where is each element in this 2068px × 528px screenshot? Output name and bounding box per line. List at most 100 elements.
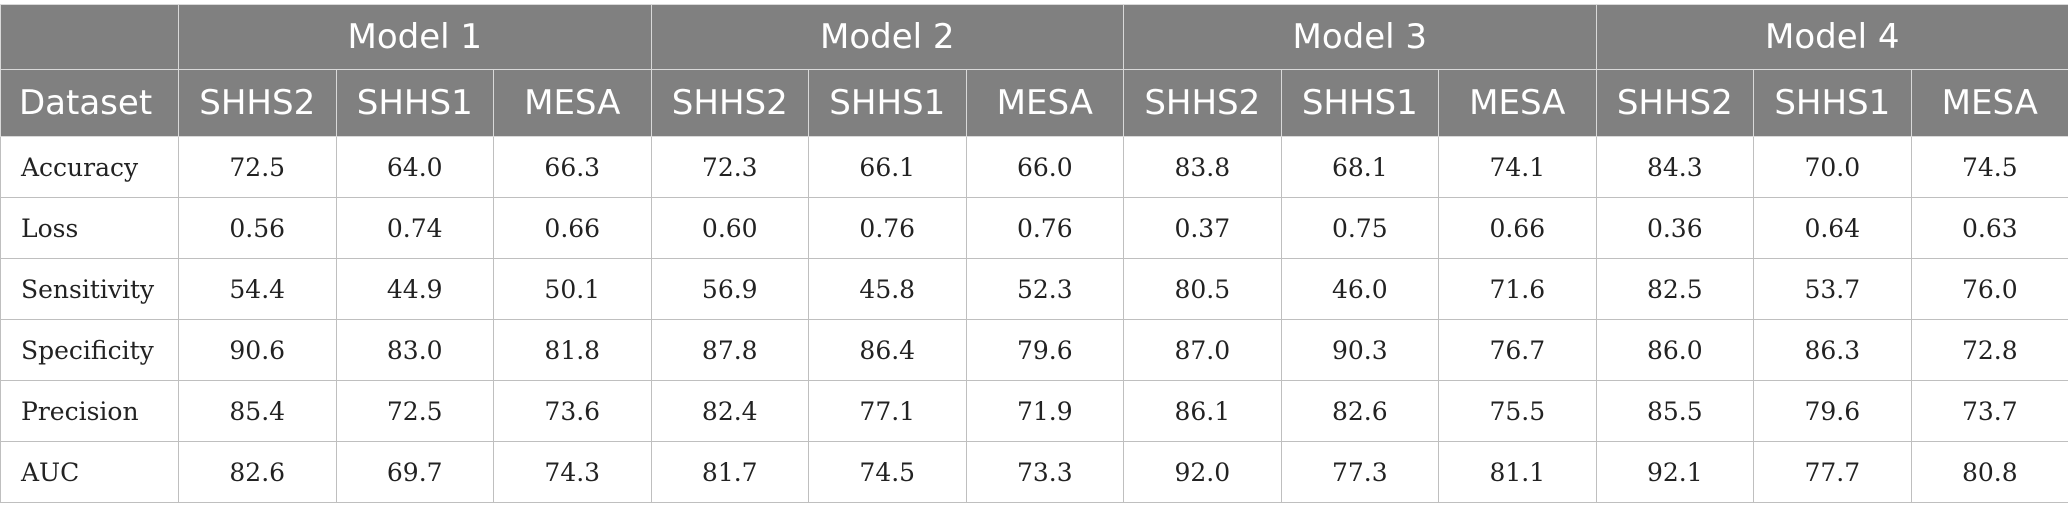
metric-label: Accuracy (0, 136, 179, 198)
metric-value: 66.0 (965, 136, 1125, 198)
metric-value: 0.36 (1595, 197, 1755, 259)
metric-value: 71.9 (965, 380, 1125, 442)
metric-value: 74.1 (1438, 136, 1597, 198)
metric-value: 70.0 (1753, 136, 1912, 198)
metric-value: 82.6 (178, 441, 337, 503)
model-header: Model 3 (1123, 4, 1597, 70)
metric-value: 77.7 (1753, 441, 1912, 503)
metric-label: Precision (0, 380, 179, 442)
metric-value: 90.3 (1280, 319, 1440, 381)
metric-value: 44.9 (335, 258, 494, 320)
metric-value: 73.6 (493, 380, 652, 442)
metric-value: 81.8 (493, 319, 652, 381)
metric-value: 84.3 (1595, 136, 1755, 198)
metric-value: 86.4 (808, 319, 967, 381)
metric-value: 64.0 (335, 136, 494, 198)
metric-value: 72.5 (178, 136, 337, 198)
metric-value: 0.60 (650, 197, 810, 259)
metric-label: Sensitivity (0, 258, 179, 320)
metric-value: 82.4 (650, 380, 810, 442)
model-header: Model 1 (178, 4, 652, 70)
metric-value: 73.3 (965, 441, 1125, 503)
metric-value: 82.6 (1280, 380, 1440, 442)
dataset-column-header: Dataset (0, 69, 179, 137)
metric-value: 87.8 (650, 319, 810, 381)
metric-value: 80.8 (1910, 441, 2068, 503)
metric-value: 0.37 (1123, 197, 1282, 259)
metric-value: 0.63 (1910, 197, 2068, 259)
metric-value: 76.0 (1910, 258, 2068, 320)
metric-value: 56.9 (650, 258, 810, 320)
table-row: Accuracy 72.5 64.0 66.3 72.3 66.1 66.0 83.8 68.1… (0, 136, 2068, 198)
results-table-container: Model 1 Model 2 Model 3 Model 4 Dataset … (0, 4, 2068, 503)
model-header-row: Model 1 Model 2 Model 3 Model 4 (0, 4, 2068, 70)
corner-cell (0, 4, 179, 70)
table-header: Model 1 Model 2 Model 3 Model 4 Dataset … (0, 4, 2068, 137)
metric-value: 92.0 (1123, 441, 1282, 503)
metric-value: 77.3 (1280, 441, 1440, 503)
metric-value: 86.3 (1753, 319, 1912, 381)
metric-value: 92.1 (1595, 441, 1755, 503)
metric-value: 86.0 (1595, 319, 1755, 381)
metric-label: Loss (0, 197, 179, 259)
metric-value: 85.4 (178, 380, 337, 442)
metric-value: 68.1 (1280, 136, 1440, 198)
dataset-header: SHHS2 (1123, 69, 1282, 137)
metric-value: 45.8 (808, 258, 967, 320)
table-row: Sensitivity 54.4 44.9 50.1 56.9 45.8 52.3 80.5 4… (0, 258, 2068, 320)
metric-value: 79.6 (1753, 380, 1912, 442)
dataset-header: MESA (965, 69, 1125, 137)
dataset-header: MESA (1438, 69, 1597, 137)
model-header: Model 4 (1595, 4, 2068, 70)
metric-value: 0.76 (808, 197, 967, 259)
metric-value: 80.5 (1123, 258, 1282, 320)
metric-value: 74.3 (493, 441, 652, 503)
metric-value: 72.5 (335, 380, 494, 442)
table-body: Accuracy 72.5 64.0 66.3 72.3 66.1 66.0 83.8 68.1… (0, 136, 2068, 503)
metric-value: 79.6 (965, 319, 1125, 381)
metric-value: 0.75 (1280, 197, 1440, 259)
metric-value: 81.7 (650, 441, 810, 503)
dataset-header-row: Dataset SHHS2 SHHS1 MESA SHHS2 SHHS1 MES… (0, 69, 2068, 137)
table-row: AUC 82.6 69.7 74.3 81.7 74.5 73.3 92.0 77.3 81.1 9… (0, 441, 2068, 503)
metric-value: 0.74 (335, 197, 494, 259)
metric-value: 74.5 (808, 441, 967, 503)
metric-value: 46.0 (1280, 258, 1440, 320)
metric-value: 72.8 (1910, 319, 2068, 381)
dataset-header: SHHS1 (335, 69, 494, 137)
dataset-header: SHHS2 (178, 69, 337, 137)
results-table: Model 1 Model 2 Model 3 Model 4 Dataset … (0, 4, 2068, 503)
metric-value: 0.66 (1438, 197, 1597, 259)
metric-value: 53.7 (1753, 258, 1912, 320)
model-header: Model 2 (650, 4, 1125, 70)
metric-value: 83.8 (1123, 136, 1282, 198)
dataset-header: SHHS1 (1280, 69, 1440, 137)
metric-value: 0.66 (493, 197, 652, 259)
metric-value: 76.7 (1438, 319, 1597, 381)
metric-value: 85.5 (1595, 380, 1755, 442)
metric-value: 0.56 (178, 197, 337, 259)
dataset-header: SHHS1 (808, 69, 967, 137)
metric-value: 81.1 (1438, 441, 1597, 503)
metric-value: 74.5 (1910, 136, 2068, 198)
metric-value: 69.7 (335, 441, 494, 503)
metric-value: 73.7 (1910, 380, 2068, 442)
dataset-header: SHHS2 (1595, 69, 1755, 137)
metric-value: 83.0 (335, 319, 494, 381)
dataset-header: MESA (1910, 69, 2068, 137)
dataset-header: SHHS2 (650, 69, 810, 137)
metric-value: 71.6 (1438, 258, 1597, 320)
table-row: Specificity 90.6 83.0 81.8 87.8 86.4 79.6 87.0 9… (0, 319, 2068, 381)
table-row: Precision 85.4 72.5 73.6 82.4 77.1 71.9 86.1 82.… (0, 380, 2068, 442)
metric-value: 0.64 (1753, 197, 1912, 259)
metric-value: 54.4 (178, 258, 337, 320)
metric-value: 90.6 (178, 319, 337, 381)
metric-value: 86.1 (1123, 380, 1282, 442)
table-row: Loss 0.56 0.74 0.66 0.60 0.76 0.76 0.37 0.75 0.66… (0, 197, 2068, 259)
metric-value: 72.3 (650, 136, 810, 198)
metric-label: AUC (0, 441, 179, 503)
metric-label: Specificity (0, 319, 179, 381)
dataset-header: MESA (493, 69, 652, 137)
metric-value: 66.3 (493, 136, 652, 198)
metric-value: 52.3 (965, 258, 1125, 320)
